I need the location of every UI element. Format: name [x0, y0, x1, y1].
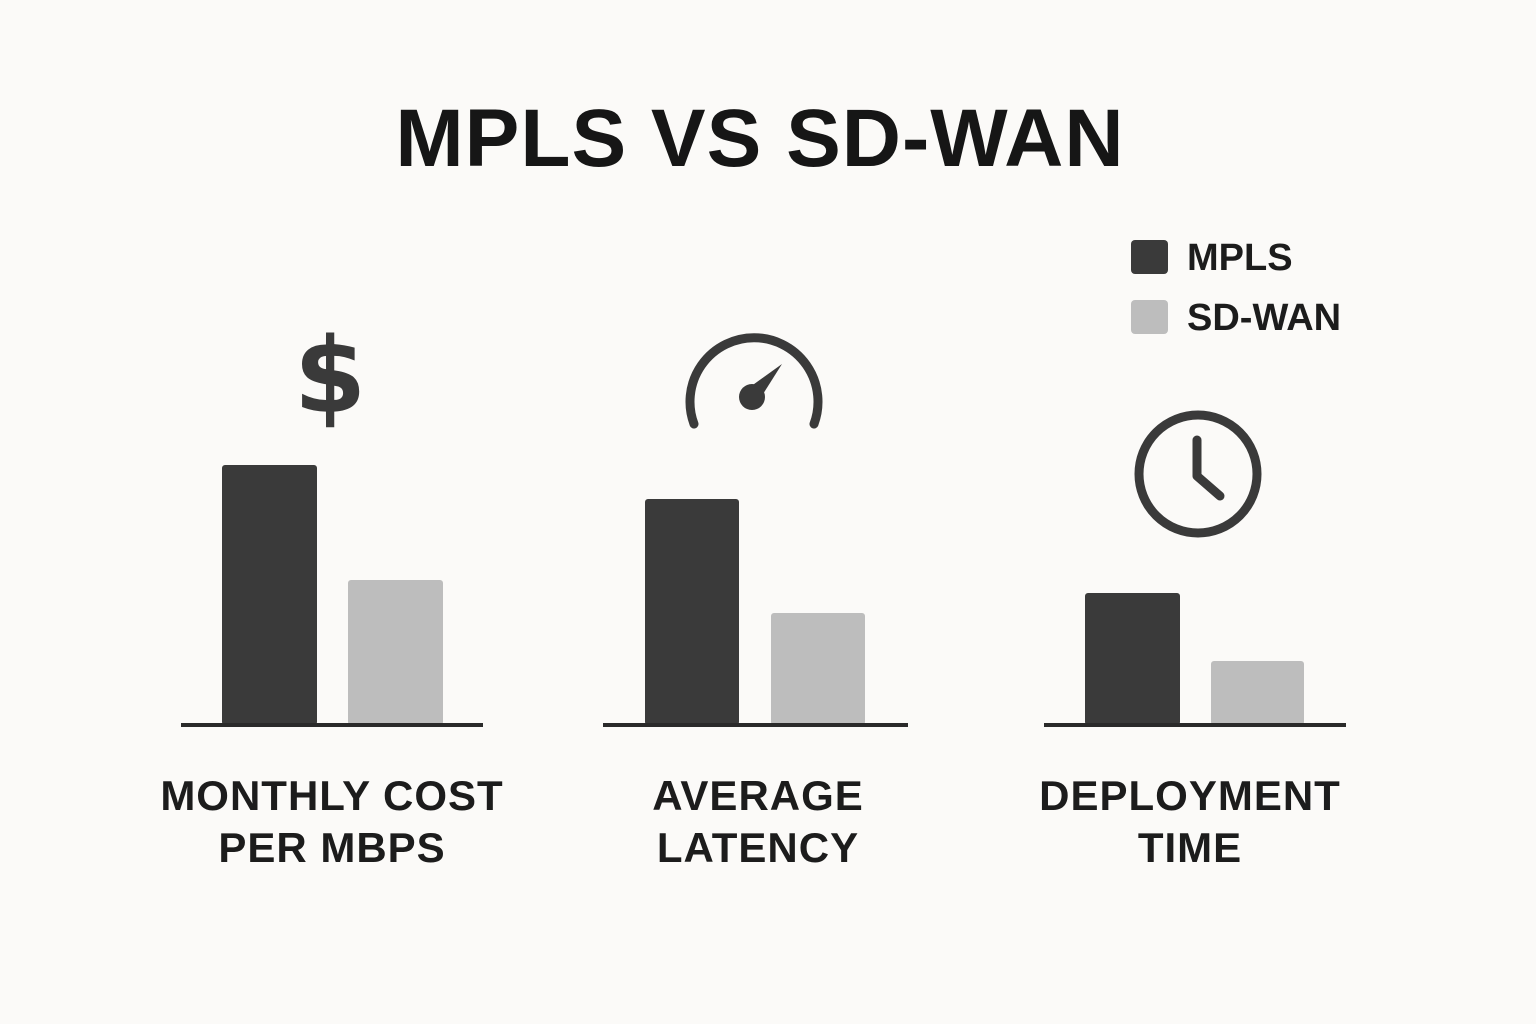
- bar-mpls-average: [645, 499, 739, 725]
- legend-label-mpls: MPLS: [1187, 237, 1293, 279]
- icons-layer: $: [294, 315, 1262, 538]
- category-label-deployment-time: DEPLOYMENT TIME: [980, 770, 1400, 874]
- legend-label-sdwan: SD-WAN: [1187, 297, 1342, 339]
- bar-mpls-monthly-cost: [222, 465, 317, 725]
- bar-sd-wan-deployment: [1211, 661, 1304, 725]
- category-label-monthly-cost: MONTHLY COST PER MBPS: [122, 770, 542, 874]
- clock-icon: [1134, 410, 1262, 538]
- category-label-line2: TIME: [1137, 824, 1243, 871]
- category-label-average-latency: AVERAGE LATENCY: [548, 770, 968, 874]
- category-label-line2: PER MBPS: [218, 824, 446, 871]
- bar-sd-wan-monthly-cost: [348, 580, 443, 725]
- category-label-line2: LATENCY: [656, 824, 860, 871]
- legend-swatch-mpls: [1131, 240, 1168, 274]
- bars-layer: [222, 465, 1304, 725]
- svg-text:$: $: [294, 315, 366, 437]
- category-label-line1: DEPLOYMENT: [1039, 772, 1341, 819]
- speedometer-icon: [685, 333, 823, 429]
- dollar-icon: $: [294, 315, 366, 437]
- bar-mpls-deployment: [1085, 593, 1180, 725]
- category-label-line1: MONTHLY COST: [160, 772, 504, 819]
- category-label-line1: AVERAGE: [652, 772, 864, 819]
- bar-sd-wan-average: [771, 613, 865, 725]
- chart-title: MPLS VS SD-WAN: [395, 93, 1125, 184]
- legend-swatch-sdwan: [1131, 300, 1168, 334]
